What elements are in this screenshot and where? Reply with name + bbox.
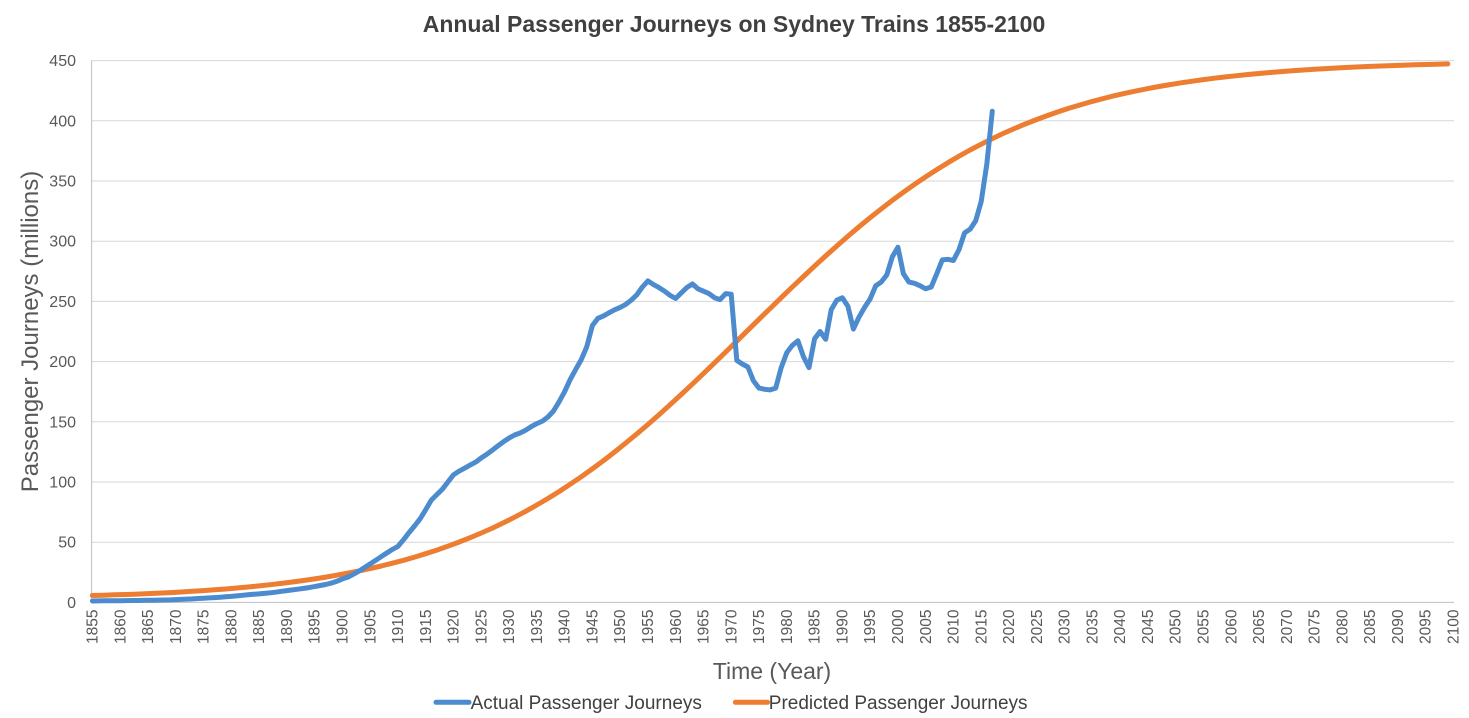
svg-text:1925: 1925: [473, 610, 490, 644]
svg-text:1965: 1965: [696, 610, 713, 644]
svg-text:1950: 1950: [612, 609, 629, 644]
svg-text:2010: 2010: [946, 609, 963, 644]
svg-text:2085: 2085: [1362, 610, 1379, 644]
svg-text:1935: 1935: [529, 610, 546, 644]
svg-text:Passenger Journeys (millions): Passenger Journeys (millions): [17, 171, 44, 492]
svg-text:1945: 1945: [585, 610, 602, 644]
svg-text:1865: 1865: [140, 610, 157, 644]
svg-text:150: 150: [49, 414, 76, 431]
svg-text:1890: 1890: [279, 609, 296, 644]
svg-text:350: 350: [49, 174, 76, 191]
svg-text:2070: 2070: [1279, 609, 1296, 644]
svg-text:250: 250: [49, 294, 76, 311]
svg-text:1955: 1955: [640, 610, 657, 644]
svg-text:1975: 1975: [751, 610, 768, 644]
svg-text:1875: 1875: [196, 610, 213, 644]
svg-text:1995: 1995: [862, 610, 879, 644]
svg-text:300: 300: [49, 234, 76, 251]
svg-text:1985: 1985: [807, 610, 824, 644]
svg-text:1960: 1960: [668, 609, 685, 644]
svg-text:1870: 1870: [168, 609, 185, 644]
svg-text:2035: 2035: [1084, 610, 1101, 644]
svg-text:1900: 1900: [335, 609, 352, 644]
svg-text:450: 450: [49, 53, 76, 70]
svg-text:2030: 2030: [1057, 609, 1074, 644]
svg-text:2050: 2050: [1168, 609, 1185, 644]
svg-text:2015: 2015: [973, 610, 990, 644]
svg-text:400: 400: [49, 113, 76, 130]
svg-text:2040: 2040: [1112, 609, 1129, 644]
svg-text:Time (Year): Time (Year): [713, 658, 831, 684]
svg-text:2100: 2100: [1446, 609, 1463, 644]
svg-text:Predicted Passenger Journeys: Predicted Passenger Journeys: [769, 693, 1028, 714]
svg-text:2075: 2075: [1307, 610, 1324, 644]
svg-text:50: 50: [58, 535, 76, 552]
svg-text:1885: 1885: [251, 610, 268, 644]
svg-text:2060: 2060: [1223, 609, 1240, 644]
svg-text:2000: 2000: [890, 609, 907, 644]
svg-text:1905: 1905: [362, 610, 379, 644]
svg-text:1970: 1970: [723, 609, 740, 644]
svg-text:1915: 1915: [418, 610, 435, 644]
svg-text:2045: 2045: [1140, 610, 1157, 644]
svg-text:1940: 1940: [557, 609, 574, 644]
svg-text:1895: 1895: [307, 610, 324, 644]
svg-text:2080: 2080: [1334, 609, 1351, 644]
svg-text:1980: 1980: [779, 609, 796, 644]
svg-text:1860: 1860: [112, 609, 129, 644]
svg-text:1910: 1910: [390, 609, 407, 644]
svg-text:1990: 1990: [834, 609, 851, 644]
svg-text:1880: 1880: [223, 609, 240, 644]
svg-text:Actual Passenger Journeys: Actual Passenger Journeys: [471, 693, 702, 714]
svg-text:0: 0: [67, 595, 76, 612]
svg-text:1930: 1930: [501, 609, 518, 644]
svg-text:2005: 2005: [918, 610, 935, 644]
svg-text:Annual Passenger Journeys on S: Annual Passenger Journeys on Sydney Trai…: [423, 11, 1046, 37]
svg-text:2055: 2055: [1196, 610, 1213, 644]
svg-text:2065: 2065: [1251, 610, 1268, 644]
svg-text:2095: 2095: [1418, 610, 1435, 644]
svg-text:100: 100: [49, 475, 76, 492]
svg-text:1855: 1855: [85, 610, 102, 644]
svg-text:2020: 2020: [1001, 609, 1018, 644]
svg-text:2025: 2025: [1029, 610, 1046, 644]
svg-text:1920: 1920: [446, 609, 463, 644]
svg-text:200: 200: [49, 354, 76, 371]
svg-text:2090: 2090: [1390, 609, 1407, 644]
